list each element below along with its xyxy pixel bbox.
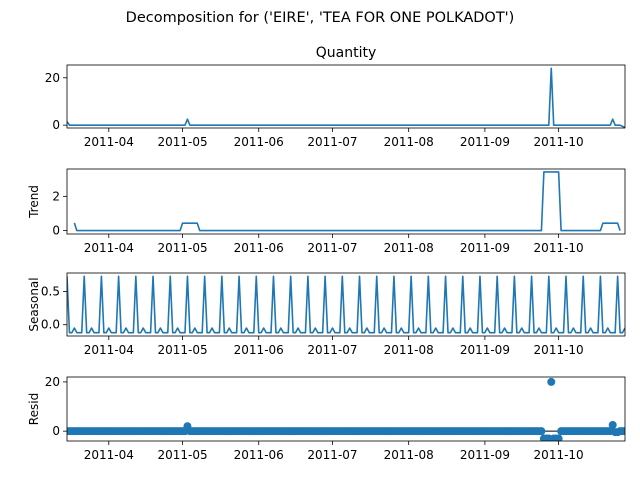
y-tick-label: 0.0 — [41, 318, 60, 332]
x-tick-label: 2011-06 — [234, 448, 284, 462]
x-tick-label: 2011-04 — [84, 343, 134, 357]
y-axis-label: Trend — [27, 185, 41, 219]
x-tick-label: 2011-05 — [157, 448, 207, 462]
x-tick-label: 2011-09 — [460, 448, 510, 462]
x-tick-label: 2011-09 — [460, 241, 510, 255]
x-tick-label: 2011-10 — [534, 343, 584, 357]
x-tick-label: 2011-04 — [84, 448, 134, 462]
panel-3: 2011-04 2011-05 2011-06 2011-07 2011-08 2011-… — [27, 272, 626, 357]
y-tick-label: 0 — [52, 224, 60, 238]
x-tick-label: 2011-06 — [234, 241, 284, 255]
y-tick-label: 20 — [45, 375, 60, 389]
panel-1: 2011-04 2011-05 2011-06 2011-07 2011-08 2011-… — [45, 45, 626, 149]
x-tick-label: 2011-07 — [307, 135, 357, 149]
x-tick-label: 2011-09 — [460, 343, 510, 357]
x-tick-label: 2011-08 — [384, 343, 434, 357]
series-line — [67, 275, 625, 334]
x-tick-label: 2011-07 — [307, 343, 357, 357]
plot-area — [67, 67, 625, 128]
x-tick-label: 2011-04 — [84, 241, 134, 255]
resid-point — [537, 427, 546, 436]
panel-4: 2011-04 2011-05 2011-06 2011-07 2011-08 2011-… — [27, 375, 626, 462]
y-tick-label: 2 — [52, 189, 60, 203]
x-tick-label: 2011-07 — [307, 448, 357, 462]
plot-area — [67, 275, 625, 334]
x-tick-label: 2011-09 — [460, 135, 510, 149]
x-tick-label: 2011-06 — [234, 135, 284, 149]
x-tick-label: 2011-05 — [157, 241, 207, 255]
series-line — [73, 171, 621, 232]
x-tick-label: 2011-04 — [84, 135, 134, 149]
figure-suptitle: Decomposition for ('EIRE', 'TEA FOR ONE … — [126, 10, 515, 26]
y-axis-label: Resid — [27, 393, 41, 425]
panel-2: 2011-04 2011-05 2011-06 2011-07 2011-08 2011-… — [27, 168, 626, 255]
y-axis-label: Seasonal — [27, 277, 41, 331]
resid-point — [554, 434, 563, 441]
x-tick-label: 2011-05 — [157, 343, 207, 357]
plot-area — [73, 171, 621, 232]
resid-point — [547, 377, 556, 386]
plot-area — [67, 377, 625, 441]
panel-title: Quantity — [316, 45, 377, 61]
series-line — [67, 67, 625, 128]
x-tick-label: 2011-10 — [534, 241, 584, 255]
y-tick-label: 20 — [45, 71, 60, 85]
x-tick-label: 2011-07 — [307, 241, 357, 255]
x-tick-label: 2011-10 — [534, 135, 584, 149]
x-tick-label: 2011-08 — [384, 241, 434, 255]
x-tick-label: 2011-08 — [384, 135, 434, 149]
axes-frame — [66, 168, 626, 235]
resid-point — [621, 427, 625, 436]
x-tick-label: 2011-05 — [157, 135, 207, 149]
y-tick-label: 0.5 — [41, 285, 60, 299]
axes-frame — [66, 272, 626, 337]
x-tick-label: 2011-08 — [384, 448, 434, 462]
y-tick-label: 0 — [52, 118, 60, 132]
resid-point — [608, 421, 617, 429]
x-tick-label: 2011-10 — [534, 448, 584, 462]
axes-frame — [66, 376, 626, 442]
x-tick-label: 2011-06 — [234, 343, 284, 357]
axes-frame — [66, 64, 626, 129]
y-tick-label: 0 — [52, 424, 60, 438]
panels-group: 2011-04 2011-05 2011-06 2011-07 2011-08 2011-… — [27, 45, 626, 462]
